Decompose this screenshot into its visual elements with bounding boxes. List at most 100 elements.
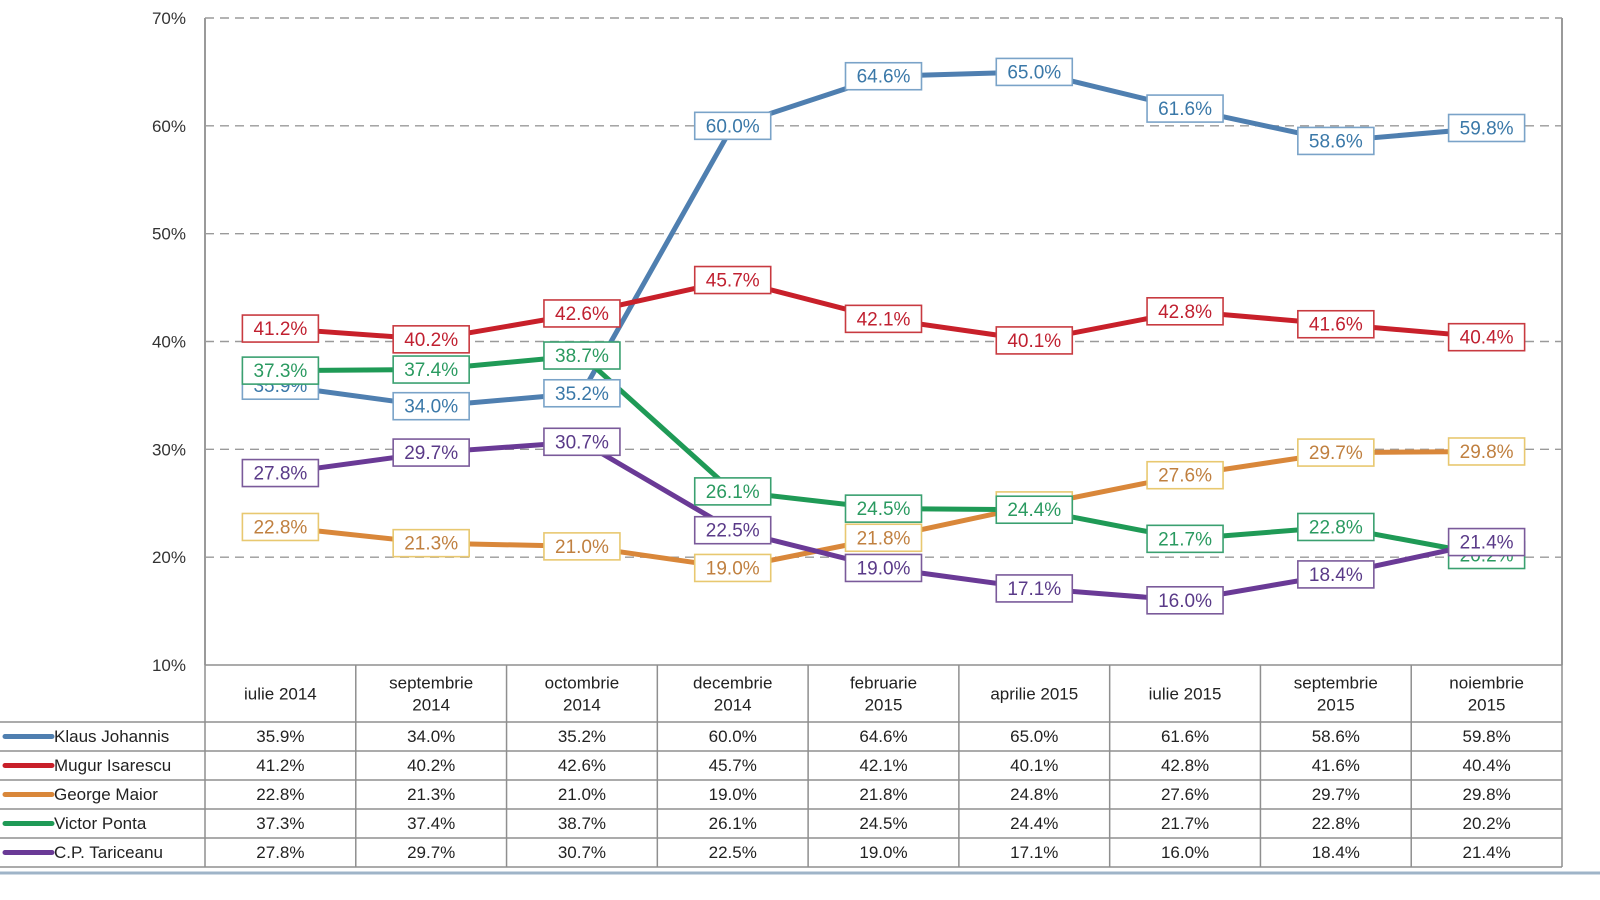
table-cell: 42.8%: [1161, 756, 1209, 775]
data-label: 40.4%: [1447, 322, 1526, 352]
table-header-cell: 2015: [1468, 696, 1506, 715]
table-header-cell: octombrie: [545, 674, 620, 693]
table-cell: 30.7%: [558, 843, 606, 862]
data-label-box: [693, 477, 772, 506]
data-label: 64.6%: [844, 61, 923, 91]
data-label: 18.4%: [1297, 560, 1375, 589]
table-header-cell: septembrie: [389, 674, 473, 693]
table-cell: 29.8%: [1463, 785, 1511, 804]
table-cell: 61.6%: [1161, 727, 1209, 746]
table-header-cell: februarie: [850, 674, 917, 693]
data-label: 22.8%: [241, 512, 320, 542]
data-label-box: [1297, 126, 1375, 156]
data-label-box: [241, 458, 320, 488]
data-label-box: [1146, 524, 1224, 554]
data-label-text: 19.0%: [857, 558, 911, 579]
table-cell: 19.0%: [709, 785, 757, 804]
table-cell: 24.4%: [1010, 814, 1058, 833]
data-label-box: [844, 523, 923, 553]
data-label-text: 42.1%: [857, 309, 911, 330]
data-label: 24.4%: [995, 495, 1074, 525]
data-label-text: 65.0%: [1007, 62, 1061, 83]
gridlines: [205, 17, 1562, 558]
data-label: 58.6%: [1297, 126, 1375, 156]
data-label-text: 42.8%: [1158, 302, 1212, 323]
table-cell: 35.2%: [558, 727, 606, 746]
legend-label: Mugur Isarescu: [54, 756, 171, 775]
data-label-text: 27.6%: [1158, 466, 1212, 487]
data-label: 59.8%: [1447, 113, 1526, 143]
data-label-text: 38.7%: [555, 346, 609, 367]
table-cell: 64.6%: [859, 727, 907, 746]
y-tick-label: 10%: [152, 656, 186, 675]
table-header-cell: decembrie: [693, 674, 772, 693]
table-cell: 42.1%: [859, 756, 907, 775]
data-label: 35.2%: [543, 378, 621, 408]
data-label: 29.8%: [1447, 437, 1526, 466]
legend-label: Klaus Johannis: [54, 727, 169, 746]
table-cell: 37.3%: [256, 814, 304, 833]
data-label: 61.6%: [1146, 94, 1224, 123]
data-label-box: [995, 574, 1074, 603]
table-cell: 18.4%: [1312, 843, 1360, 862]
data-label-text: 34.0%: [404, 397, 458, 418]
table-cell: 40.4%: [1463, 756, 1511, 775]
table-cell: 34.0%: [407, 727, 455, 746]
table-header-cell: noiembrie: [1449, 674, 1524, 693]
data-label-box: [693, 111, 772, 141]
data-label: 19.0%: [844, 553, 923, 583]
data-label: 30.7%: [543, 427, 621, 457]
data-label: 27.8%: [241, 458, 320, 488]
data-label-text: 40.2%: [404, 330, 458, 351]
table-cell: 38.7%: [558, 814, 606, 833]
data-label-box: [543, 378, 621, 408]
table-cell: 21.3%: [407, 785, 455, 804]
table-cell: 26.1%: [709, 814, 757, 833]
data-label-box: [543, 299, 621, 328]
table-cell: 22.8%: [1312, 814, 1360, 833]
data-label-box: [392, 528, 470, 558]
data-label-box: [844, 61, 923, 91]
data-label: 40.2%: [392, 325, 470, 354]
data-label: 22.5%: [693, 515, 772, 545]
data-label-text: 21.4%: [1460, 533, 1514, 554]
data-label-text: 30.7%: [555, 432, 609, 453]
data-label: 21.3%: [392, 528, 470, 558]
data-label-text: 27.8%: [253, 464, 307, 485]
table-cell: 21.8%: [859, 785, 907, 804]
data-label-box: [844, 494, 923, 523]
data-label-text: 21.7%: [1158, 529, 1212, 550]
data-label-box: [1447, 437, 1526, 466]
data-label-text: 64.6%: [857, 67, 911, 88]
table-header-cell: 2015: [865, 696, 903, 715]
table-cell: 42.6%: [558, 756, 606, 775]
table-cell: 27.6%: [1161, 785, 1209, 804]
table-cell: 21.0%: [558, 785, 606, 804]
legend-label: George Maior: [54, 785, 158, 804]
table-header-cell: 2015: [1317, 696, 1355, 715]
data-label-box: [1297, 560, 1375, 589]
data-label: 19.0%: [693, 553, 772, 583]
data-label: 21.8%: [844, 523, 923, 553]
data-label-box: [693, 265, 772, 295]
data-label-text: 18.4%: [1309, 565, 1363, 586]
table-cell: 24.5%: [859, 814, 907, 833]
data-label-box: [1447, 527, 1526, 557]
data-label: 26.1%: [693, 477, 772, 506]
data-label: 29.7%: [392, 438, 470, 467]
data-label: 41.6%: [1297, 309, 1375, 339]
y-axis: 10% 20% 30% 40% 50% 60% 70%: [152, 9, 1563, 675]
data-label: 38.7%: [543, 341, 621, 370]
data-label: 16.0%: [1146, 585, 1224, 615]
data-label: 45.7%: [693, 265, 772, 295]
data-label-text: 21.8%: [857, 528, 911, 549]
data-label-box: [392, 325, 470, 354]
data-label: 27.6%: [1146, 460, 1224, 490]
data-label-text: 61.6%: [1158, 99, 1212, 120]
data-label-text: 21.0%: [555, 537, 609, 558]
data-label-text: 45.7%: [706, 271, 760, 292]
table-cell: 58.6%: [1312, 727, 1360, 746]
data-label: 22.8%: [1297, 512, 1375, 542]
data-label: 37.4%: [392, 355, 470, 384]
table-cell: 45.7%: [709, 756, 757, 775]
